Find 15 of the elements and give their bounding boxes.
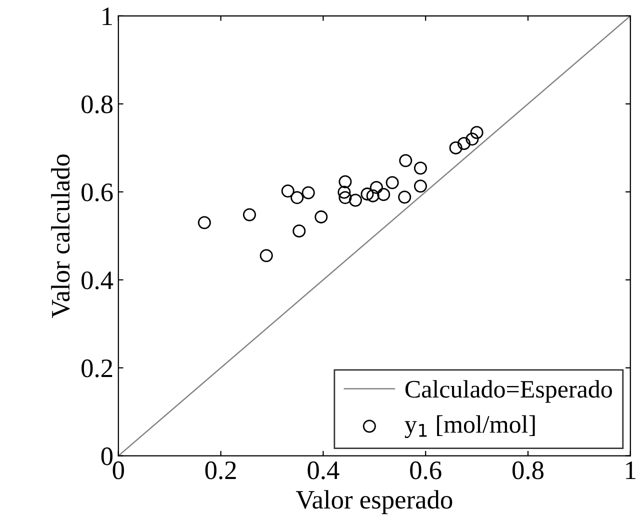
y-tick-label: 0.8: [82, 95, 113, 114]
legend-label: y$_{1}$ [mol/mol]: [404, 415, 535, 438]
x-tick-label: 1: [626, 462, 636, 479]
y-tick-label: 1: [102, 8, 112, 26]
x-tick-label: 0.4: [308, 461, 340, 480]
y-tick-label: 0.4: [82, 271, 114, 290]
x-axis-title: Valor esperado: [296, 490, 452, 514]
legend-label: Calculado=Esperado: [405, 380, 612, 403]
y-tick-label: 0.2: [82, 359, 112, 378]
x-tick-label: 0.8: [512, 461, 544, 480]
y-tick-label: 0: [101, 447, 113, 466]
y-tick-label: 0.6: [82, 183, 113, 202]
x-tick-label: 0.2: [205, 461, 236, 480]
y-axis-title: Valor calculado: [51, 154, 70, 318]
x-tick-label: 0.6: [410, 461, 442, 480]
